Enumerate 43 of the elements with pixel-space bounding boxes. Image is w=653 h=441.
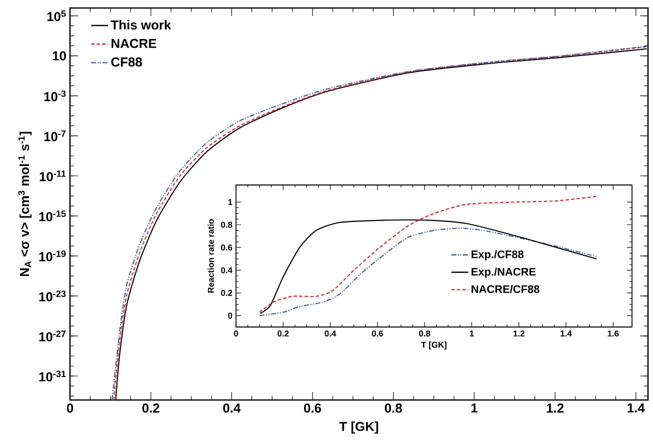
y-tick-label: 0.2 (221, 290, 232, 296)
x-axis-title: T [GK] (339, 422, 378, 434)
legend-label: Exp./CF88 (472, 250, 524, 260)
y-tick-label: 0.4 (221, 267, 232, 274)
legend-label: This work (110, 20, 172, 30)
x-tick-label: 0.2 (278, 330, 289, 337)
y-tick-label: 10$^{-3}$ (44, 90, 66, 102)
y-tick-label: 10$^{-15}$ (39, 210, 66, 222)
x-tick-label: 1.2 (546, 404, 564, 413)
legend-label: NACRE/CF88 (472, 284, 540, 294)
line-series (259, 196, 598, 313)
x-tick-label: 0.4 (324, 330, 336, 337)
legend-label: NACRE (112, 38, 156, 48)
x-tick-label: 0.6 (372, 330, 384, 337)
x-tick-label: 1.4 (560, 330, 572, 336)
legend-label: CF88 (111, 57, 142, 67)
text: N$_{A}$ <σ v> [cm$^{3}$ mol$^{-1}$ s$^{-1}$] (18, 132, 32, 276)
x-tick-label: 1 (470, 330, 474, 336)
y-tick-label: 1 (228, 199, 232, 205)
x-tick-label: 0 (66, 404, 74, 413)
x-tick-label: 1.6 (608, 330, 619, 337)
x-axis-title: T [GK] (421, 342, 446, 350)
y-tick-label: 0 (228, 312, 232, 319)
y-tick-label: 10$^{-27}$ (39, 330, 66, 342)
y-axis-title: Reaction rate ratio (208, 219, 214, 293)
y-tick-label: 10$^{5}$ (47, 10, 66, 22)
legend-label: Exp./NACRE (472, 268, 536, 278)
y-tick-label: 10 (52, 51, 66, 60)
x-tick-label: 1.4 (628, 404, 645, 412)
x-tick-label: 1.2 (514, 330, 524, 336)
y-tick-label: 10$^{-7}$ (44, 130, 66, 142)
x-tick-label: 0.8 (419, 330, 430, 337)
x-tick-label: 0.2 (142, 404, 160, 413)
y-tick-label: 10$^{-31}$ (39, 370, 66, 382)
y-tick-label: 10$^{-11}$ (40, 170, 66, 182)
y-tick-label: 10$^{-19}$ (39, 250, 66, 262)
y-tick-label: 10$^{-23}$ (39, 290, 66, 302)
y-tick-label: 0.8 (221, 222, 232, 228)
x-tick-label: 1 (471, 404, 478, 412)
x-tick-label: 0.6 (304, 404, 322, 413)
y-tick-label: 0.6 (221, 244, 232, 250)
x-tick-label: 0 (234, 330, 238, 337)
x-tick-label: 0.8 (384, 404, 402, 413)
